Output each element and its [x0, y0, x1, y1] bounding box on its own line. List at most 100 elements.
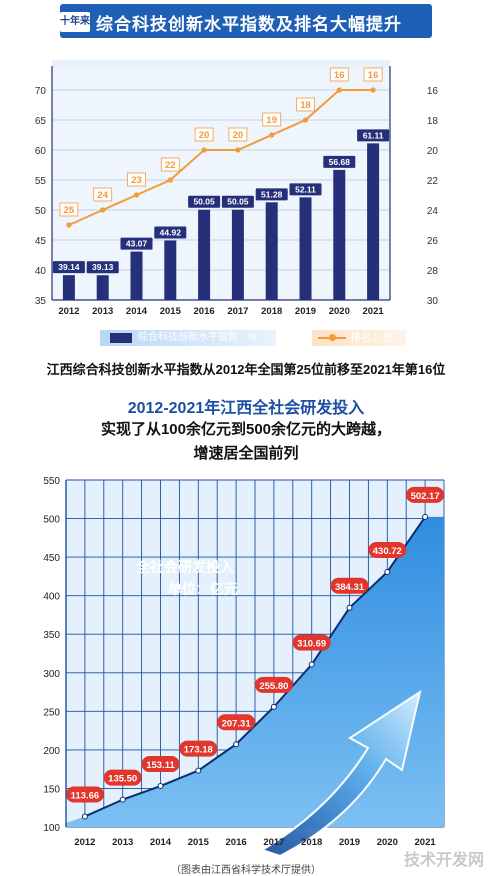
area-line [84, 516, 426, 818]
rank-point [167, 177, 173, 183]
bar-value-label: 50.05 [227, 197, 249, 207]
rank-label-bg [194, 127, 214, 142]
y-tick-left: 55 [35, 176, 47, 187]
chart2-area: 113.66 135.50 153.11 173.18 207.31 255.80 310.… [43, 476, 445, 858]
legend-bar-label: 综合科技创新水平指数：% [138, 332, 257, 343]
chart1-bar-line: 39.14 39.13 43.07 44.92 50.05 50.05 51.28 52.11… [35, 60, 439, 317]
y-tick-left: 40 [35, 266, 47, 277]
legend-bar-bg [100, 330, 276, 346]
bar-value-label: 44.92 [160, 227, 182, 237]
rank-point [133, 192, 140, 198]
y-tick-left: 50 [35, 206, 47, 217]
bar-label-bg [255, 188, 288, 201]
bar [198, 209, 211, 300]
y-tick-right: 20 [427, 146, 439, 157]
chart2-area-fill [66, 516, 444, 827]
bar-label-bg [323, 155, 356, 168]
bar-value-label: 51.28 [261, 189, 283, 199]
y-tick: 100 [43, 823, 60, 834]
chart2-title: 2012-2021年江西全社会研发投入 [127, 400, 365, 417]
value-bubble [406, 486, 445, 503]
data-point [157, 783, 164, 790]
data-point [308, 661, 315, 668]
y-tick-left: 65 [35, 116, 47, 127]
x-tick: 2016 [226, 837, 247, 848]
x-tick: 2015 [160, 306, 182, 317]
bar-value-label: 61.11 [363, 130, 384, 140]
bar-label-bg [221, 195, 254, 208]
y-tick-right: 28 [427, 266, 439, 277]
y-tick-right: 18 [427, 116, 439, 127]
rank-label-bg [59, 202, 79, 217]
y-tick-left: 70 [35, 86, 47, 97]
value-bubble [330, 577, 369, 594]
data-point [119, 796, 126, 803]
chart1-rank-line: 25 24 23 22 20 20 19 18 16 16 [59, 67, 383, 228]
rank-point [201, 147, 207, 153]
x-tick: 2020 [329, 306, 350, 317]
rank-polyline [68, 89, 374, 226]
rank-value-label: 16 [334, 70, 345, 81]
rank-value-label: 20 [233, 130, 244, 141]
source-note: （图表由江西省科学技术厅提供） [171, 865, 321, 876]
x-tick: 2019 [339, 837, 360, 848]
chart1-top-band [52, 60, 390, 68]
bar [130, 251, 143, 300]
bar [333, 169, 346, 300]
rank-value-label: 16 [368, 70, 379, 81]
value-bubble [368, 541, 407, 558]
chart1-header-bar [60, 4, 432, 38]
data-point [81, 813, 88, 820]
value-label: 173.18 [184, 745, 213, 756]
value-label: 430.72 [373, 546, 402, 557]
rank-label-bg [363, 67, 383, 82]
value-label: 310.69 [297, 639, 326, 650]
y-tick: 550 [43, 476, 60, 487]
x-tick: 2017 [227, 306, 248, 317]
rank-point [100, 207, 106, 213]
bar [367, 143, 380, 300]
y-tick: 150 [43, 784, 60, 795]
rank-label-bg [127, 172, 146, 187]
bar-label-bg [357, 129, 390, 142]
watermark: 技术开发网 [403, 852, 484, 869]
y-tick-left: 45 [35, 236, 47, 247]
x-tick: 2017 [263, 837, 284, 848]
area-fill [66, 516, 444, 827]
bar-value-label: 43.07 [126, 239, 148, 249]
rank-point [336, 87, 342, 93]
rank-value-label: 19 [266, 115, 277, 126]
chart1-title: 综合科技创新水平指数及排名大幅提升 [96, 15, 402, 34]
x-tick: 2021 [415, 837, 437, 848]
chart1-axes: 35 40 45 50 55 60 65 70 16 18 20 22 24 26 28 30 2012 2013… [35, 66, 439, 317]
chart2-value-labels: 113.66 135.50 153.11 173.18 207.31 255.80 310.… [65, 486, 445, 820]
x-tick: 2021 [363, 306, 385, 317]
growth-arrow [259, 689, 422, 858]
value-bubble [65, 786, 104, 803]
x-tick: 2014 [150, 837, 172, 848]
bar-label-bg [120, 237, 153, 250]
rank-label-bg [160, 157, 180, 172]
bar [62, 275, 75, 300]
legend-bar-swatch [110, 333, 132, 343]
bar-value-label: 50.05 [193, 197, 215, 207]
value-bubble [103, 769, 142, 786]
bar-label-bg [289, 183, 322, 196]
value-label: 207.31 [222, 718, 252, 729]
value-bubble [141, 756, 180, 773]
bar [96, 275, 109, 300]
chart2-unit-label: 单位：亿元 [168, 581, 238, 597]
legend-line-dot [329, 334, 336, 341]
bar [231, 209, 244, 300]
value-bubble [217, 714, 256, 731]
rank-value-label: 23 [131, 175, 142, 186]
x-tick: 2018 [301, 837, 322, 848]
y-tick: 350 [43, 630, 60, 641]
value-label: 153.11 [146, 760, 175, 771]
bar-value-label: 52.11 [295, 184, 316, 194]
bar [265, 202, 278, 300]
rank-value-label: 22 [165, 160, 176, 171]
value-bubble [254, 676, 293, 693]
x-tick: 2013 [112, 837, 133, 848]
x-tick: 2012 [74, 837, 95, 848]
